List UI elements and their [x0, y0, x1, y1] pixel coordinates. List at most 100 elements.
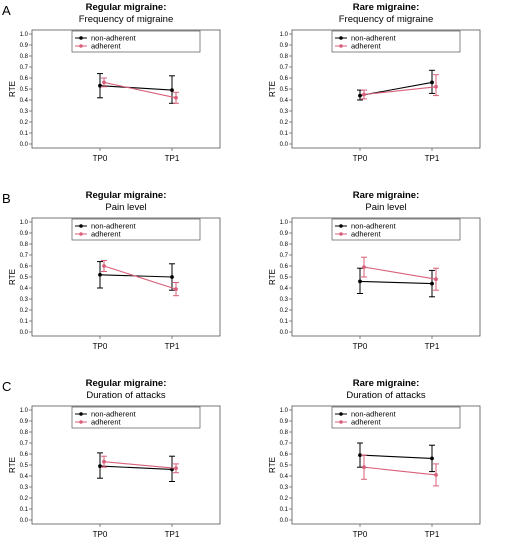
chart-3: Regular migraine:Pain level 0.0 0.1 0.2 0.3 0… — [8, 190, 221, 351]
legend-swatch-point — [79, 420, 83, 424]
data-point — [430, 456, 434, 461]
chart-2: Rare migraine:Frequency of migraine 0.0 0.… — [268, 2, 481, 163]
y-tick-label: 0.6 — [20, 264, 29, 270]
data-point — [434, 84, 438, 89]
y-tick-label: 0.4 — [280, 474, 289, 480]
y-tick-label: 0.1 — [20, 507, 29, 513]
chart-title: Rare migraine: — [353, 2, 420, 13]
y-tick-label: 0.4 — [20, 98, 29, 104]
legend-swatch-point — [339, 232, 343, 236]
data-point — [170, 88, 174, 92]
x-tick-label: TP1 — [165, 342, 180, 351]
y-axis-label: RTE — [268, 269, 277, 285]
legend-swatch-point — [339, 36, 343, 40]
data-point — [102, 80, 106, 85]
y-tick-label: 0.5 — [280, 463, 289, 469]
data-point — [358, 279, 362, 284]
y-tick-label: 0.6 — [280, 264, 289, 270]
data-point — [362, 92, 366, 97]
legend-label: non-adherent — [91, 222, 137, 231]
y-tick-label: 0.4 — [280, 98, 289, 104]
y-tick-label: 0.1 — [280, 319, 289, 325]
y-tick-label: 1.0 — [280, 32, 289, 38]
chart-subtitle: Pain level — [365, 202, 406, 213]
y-tick-label: 0.5 — [20, 463, 29, 469]
y-tick-label: 0.8 — [280, 54, 289, 60]
chart-subtitle: Duration of attacks — [346, 390, 425, 401]
y-tick-label: 1.0 — [20, 220, 29, 226]
y-tick-label: 0.7 — [280, 441, 289, 447]
data-point — [362, 265, 366, 269]
y-tick-label: 0.9 — [20, 43, 29, 49]
x-tick-label: TP0 — [93, 342, 108, 351]
chart-subtitle: Frequency of migraine — [79, 14, 174, 25]
legend-box — [331, 218, 461, 241]
data-point — [174, 287, 178, 291]
x-tick-label: TP1 — [425, 530, 440, 539]
chart-title: Regular migraine: — [86, 378, 167, 389]
y-tick-label: 0.1 — [20, 319, 29, 325]
x-tick-label: TP0 — [93, 530, 108, 539]
series-line-2 — [103, 81, 177, 99]
legend-label: adherent — [91, 418, 122, 427]
data-point — [358, 453, 362, 457]
data-point — [98, 83, 102, 88]
legend-swatch-point — [339, 44, 343, 48]
x-tick-label: TP0 — [353, 342, 368, 351]
panel-letter-c: C — [2, 379, 11, 394]
y-tick-label: 0.4 — [20, 474, 29, 480]
y-tick-label: 0.7 — [20, 65, 29, 71]
data-point — [98, 464, 102, 468]
y-tick-label: 0.0 — [280, 330, 289, 336]
y-tick-label: 0.3 — [20, 485, 29, 491]
y-tick-label: 0.5 — [20, 87, 29, 93]
legend-label: non-adherent — [351, 34, 397, 43]
x-tick-label: TP1 — [425, 154, 440, 163]
series-line-1 — [359, 280, 433, 285]
legend-label: adherent — [91, 42, 122, 51]
y-tick-label: 0.8 — [20, 54, 29, 60]
y-tick-label: 0.7 — [280, 65, 289, 71]
series-line-1 — [99, 85, 173, 91]
y-tick-label: 0.2 — [280, 308, 289, 314]
y-tick-label: 0.3 — [20, 109, 29, 115]
x-tick-label: TP0 — [353, 530, 368, 539]
y-tick-label: 0.1 — [280, 507, 289, 513]
y-tick-label: 0.9 — [280, 419, 289, 425]
y-tick-label: 0.8 — [280, 242, 289, 248]
y-tick-label: 0.0 — [280, 518, 289, 524]
legend-swatch-point — [339, 420, 343, 424]
y-tick-label: 1.0 — [280, 220, 289, 226]
data-point — [170, 275, 174, 279]
chart-6: Rare migraine:Duration of attacks 0.0 0.1 0… — [268, 378, 481, 539]
legend-label: non-adherent — [91, 410, 137, 419]
y-tick-label: 0.1 — [280, 131, 289, 137]
chart-1: Regular migraine:Frequency of migraine 0.… — [8, 2, 221, 163]
y-tick-label: 0.7 — [20, 253, 29, 259]
y-tick-label: 0.8 — [20, 242, 29, 248]
y-tick-label: 0.5 — [280, 87, 289, 93]
charts-grid: Regular migraine: Frequency of migraine 0.… — [8, 2, 481, 539]
legend-swatch-point — [79, 412, 83, 416]
data-point — [362, 465, 366, 470]
legend-swatch-point — [79, 36, 83, 40]
y-tick-label: 0.3 — [280, 109, 289, 115]
y-tick-label: 0.6 — [20, 76, 29, 82]
legend-label: adherent — [351, 230, 382, 239]
y-tick-label: 0.0 — [280, 142, 289, 148]
data-point — [174, 466, 178, 471]
y-tick-label: 0.4 — [20, 286, 29, 292]
y-axis-label: RTE — [8, 81, 17, 97]
data-point — [98, 272, 102, 277]
x-tick-label: TP1 — [425, 342, 440, 351]
series-line-2 — [363, 86, 437, 96]
legend-label: non-adherent — [351, 222, 397, 231]
y-axis-label: RTE — [8, 457, 17, 473]
legend-swatch-point — [79, 44, 83, 48]
y-tick-label: 0.4 — [280, 286, 289, 292]
y-axis-label: RTE — [268, 457, 277, 473]
legend-box — [71, 406, 201, 429]
legend-box — [331, 406, 461, 429]
series-line-2 — [103, 265, 177, 290]
y-axis-label: RTE — [268, 81, 277, 97]
